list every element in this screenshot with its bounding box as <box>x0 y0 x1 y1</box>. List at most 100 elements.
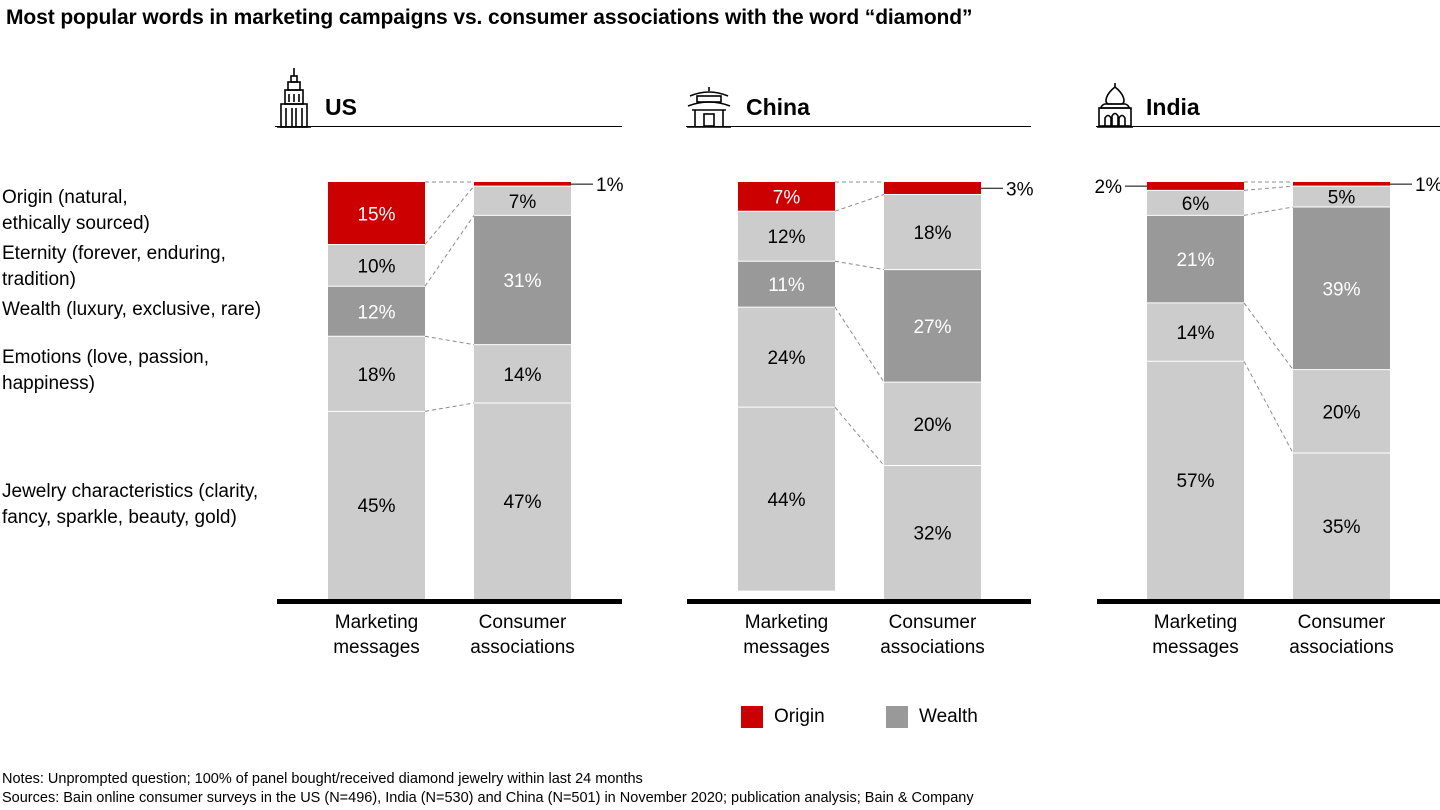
category-label-line: Emotions (love, passion, <box>2 347 209 368</box>
bar-segment-emotions <box>738 307 835 408</box>
bar-segment-origin <box>328 182 425 245</box>
bar-segment-wealth <box>328 286 425 337</box>
bar-segment-wealth <box>1147 215 1244 303</box>
legend-swatch-wealth <box>886 706 908 728</box>
data-label: 15% <box>357 204 395 225</box>
data-label-outside: 1% <box>1415 175 1440 196</box>
bar-segment-jewelry-characteristics <box>884 465 981 599</box>
data-label: 12% <box>767 227 805 248</box>
connector-line <box>424 335 475 346</box>
category-tick-label: Marketing <box>745 612 828 633</box>
footnote-sources: Sources: Bain online consumer surveys in… <box>2 790 974 806</box>
bar-segment-emotions <box>884 382 981 466</box>
category-label-line: Origin (natural, <box>2 187 128 208</box>
data-label: 12% <box>357 302 395 323</box>
bar-segment-eternity <box>738 211 835 262</box>
axis-baseline <box>1097 599 1440 604</box>
category-tick-label: Marketing <box>1154 612 1237 633</box>
data-label: 21% <box>1176 250 1214 271</box>
bar-segment-jewelry-characteristics <box>738 407 835 591</box>
legend-label-origin: Origin <box>774 706 825 727</box>
bar-segment-wealth <box>1293 207 1390 370</box>
bar-segment-emotions <box>328 336 425 412</box>
connector-line <box>424 215 475 287</box>
bar-segment-emotions <box>1147 302 1244 362</box>
panel-rule-india <box>1096 126 1440 127</box>
category-tick-label: associations <box>1289 637 1394 658</box>
data-label: 31% <box>503 271 541 292</box>
panel-rule-china <box>686 126 1031 127</box>
data-label: 35% <box>1322 517 1360 538</box>
data-label: 7% <box>773 188 801 209</box>
data-label: 11% <box>768 275 805 296</box>
data-label: 57% <box>1176 471 1214 492</box>
bar-segment-eternity <box>1147 190 1244 216</box>
category-label-line: fancy, sparkle, beauty, gold) <box>2 507 237 528</box>
data-label: 10% <box>357 256 395 277</box>
connector-line <box>1243 361 1294 454</box>
connector-line <box>834 306 885 383</box>
data-label: 44% <box>767 490 805 511</box>
bar-segment-origin <box>884 182 981 195</box>
bar-segment-origin <box>474 182 571 187</box>
connector-line <box>834 406 885 466</box>
axis-baseline <box>687 599 1031 604</box>
stacked-bar-chart: 15% 10% 12% 18% 45% Marketing messages 1% 7% 31% 1… <box>277 175 1440 658</box>
data-label: 45% <box>357 496 395 517</box>
bar-segment-eternity <box>474 186 571 216</box>
data-label: 39% <box>1322 279 1360 300</box>
connector-line <box>424 402 475 412</box>
legend-label-wealth: Wealth <box>919 706 978 727</box>
category-tick-label: messages <box>1152 637 1239 658</box>
category-label-eternity: Eternity (forever, enduring, tradition) <box>2 241 302 293</box>
data-label: 14% <box>1176 323 1214 344</box>
connector-line <box>424 185 475 245</box>
panel-title-china: China <box>746 94 810 120</box>
panel-title-india: India <box>1146 94 1200 120</box>
bar-segment-jewelry-characteristics <box>474 403 571 599</box>
category-tick-label: Marketing <box>335 612 418 633</box>
panel-rule-us <box>275 126 622 127</box>
category-label-wealth: Wealth (luxury, exclusive, rare) <box>2 297 302 323</box>
data-label: 24% <box>767 348 805 369</box>
data-label: 20% <box>1322 402 1360 423</box>
bar-segment-origin <box>1147 182 1244 191</box>
category-label-line: tradition) <box>2 269 76 290</box>
category-tick-label: associations <box>880 637 985 658</box>
panel-title-us: US <box>325 94 357 120</box>
data-label-outside: 3% <box>1006 179 1034 200</box>
footnote-notes: Notes: Unprompted question; 100% of pane… <box>2 771 643 787</box>
pagoda-icon <box>687 87 731 128</box>
skyscraper-icon <box>277 68 311 128</box>
bar-segment-origin <box>738 182 835 212</box>
category-label-line: Eternity (forever, enduring, <box>2 243 226 264</box>
data-label: 47% <box>503 492 541 513</box>
category-label-line: happiness) <box>2 373 95 394</box>
axis-baseline <box>277 599 622 604</box>
category-label-line: Jewelry characteristics (clarity, <box>2 481 259 502</box>
chart-title: Most popular words in marketing campaign… <box>6 6 973 29</box>
palace-icon <box>1097 83 1133 128</box>
category-tick-label: messages <box>743 637 830 658</box>
bar-segment-wealth <box>884 269 981 383</box>
data-label: 5% <box>1328 188 1356 209</box>
bar-segment-origin <box>1293 182 1390 187</box>
category-tick-label: messages <box>333 637 420 658</box>
connector-line <box>1243 206 1294 216</box>
bar-segment-jewelry-characteristics <box>1293 453 1390 599</box>
category-label-line: Wealth (luxury, exclusive, rare) <box>2 299 262 320</box>
bar-segment-emotions <box>474 344 571 404</box>
connector-line <box>834 194 885 212</box>
data-label: 32% <box>913 523 951 544</box>
bar-segment-eternity <box>884 194 981 270</box>
category-label-emotions: Emotions (love, passion, happiness) <box>2 345 302 397</box>
data-label: 20% <box>913 415 951 436</box>
bar-segment-eternity <box>328 244 425 287</box>
data-label-outside: 1% <box>596 175 624 196</box>
bar-segment-emotions <box>1293 369 1390 454</box>
category-label-origin: Origin (natural, ethically sourced) <box>2 185 302 237</box>
category-label-jewelry: Jewelry characteristics (clarity, fancy,… <box>2 479 302 531</box>
data-label: 7% <box>509 192 537 213</box>
connector-line <box>1243 302 1294 370</box>
bar-segment-jewelry-characteristics <box>328 411 425 599</box>
